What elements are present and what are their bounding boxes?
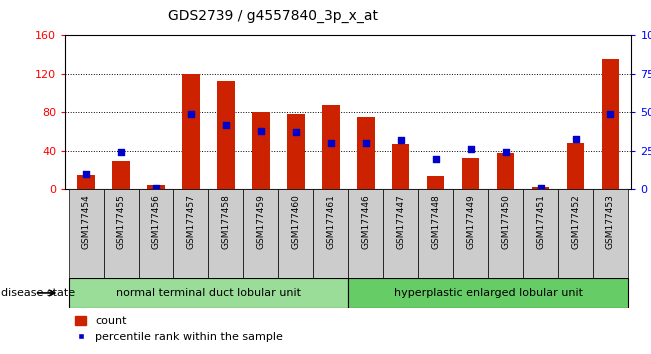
- Bar: [602, 59, 619, 189]
- Bar: [113, 160, 130, 189]
- Bar: [392, 144, 409, 189]
- Bar: [313, 189, 348, 278]
- Text: GSM177454: GSM177454: [81, 194, 90, 249]
- Point: [605, 111, 616, 117]
- Text: GSM177452: GSM177452: [571, 194, 580, 249]
- Text: GSM177457: GSM177457: [186, 194, 195, 249]
- Point: [396, 137, 406, 143]
- Bar: [427, 176, 445, 189]
- Text: GSM177460: GSM177460: [292, 194, 300, 249]
- Point: [116, 150, 126, 155]
- Bar: [322, 105, 340, 189]
- Point: [326, 140, 336, 146]
- Bar: [279, 189, 313, 278]
- Text: GDS2739 / g4557840_3p_x_at: GDS2739 / g4557840_3p_x_at: [169, 9, 378, 23]
- Point: [81, 171, 91, 177]
- Bar: [348, 278, 628, 308]
- Bar: [287, 114, 305, 189]
- Text: hyperplastic enlarged lobular unit: hyperplastic enlarged lobular unit: [394, 288, 583, 298]
- Bar: [418, 189, 453, 278]
- Point: [290, 130, 301, 135]
- Bar: [462, 158, 479, 189]
- Bar: [77, 175, 95, 189]
- Text: GSM177455: GSM177455: [117, 194, 126, 249]
- Bar: [104, 189, 139, 278]
- Bar: [558, 189, 593, 278]
- Text: GSM177461: GSM177461: [326, 194, 335, 249]
- Bar: [523, 189, 558, 278]
- Point: [430, 156, 441, 161]
- Text: GSM177446: GSM177446: [361, 194, 370, 249]
- Text: GSM177458: GSM177458: [221, 194, 230, 249]
- Bar: [497, 153, 514, 189]
- Bar: [173, 189, 208, 278]
- Point: [256, 128, 266, 134]
- Bar: [348, 189, 383, 278]
- Point: [535, 185, 546, 191]
- Bar: [208, 189, 243, 278]
- Text: GSM177450: GSM177450: [501, 194, 510, 249]
- Text: GSM177448: GSM177448: [431, 194, 440, 249]
- Text: GSM177459: GSM177459: [256, 194, 266, 249]
- Point: [570, 136, 581, 141]
- Bar: [567, 143, 585, 189]
- Text: GSM177453: GSM177453: [606, 194, 615, 249]
- Bar: [147, 184, 165, 189]
- Bar: [532, 188, 549, 189]
- Legend: count, percentile rank within the sample: count, percentile rank within the sample: [71, 312, 288, 347]
- Text: GSM177447: GSM177447: [396, 194, 405, 249]
- Text: normal terminal duct lobular unit: normal terminal duct lobular unit: [116, 288, 301, 298]
- Point: [221, 122, 231, 127]
- Bar: [139, 189, 173, 278]
- Text: GSM177449: GSM177449: [466, 194, 475, 249]
- Bar: [68, 189, 104, 278]
- Bar: [357, 117, 374, 189]
- Point: [186, 111, 196, 117]
- Point: [465, 147, 476, 152]
- Point: [151, 185, 161, 191]
- Text: disease state: disease state: [1, 288, 75, 298]
- Bar: [453, 189, 488, 278]
- Bar: [252, 113, 270, 189]
- Point: [361, 140, 371, 146]
- Text: GSM177451: GSM177451: [536, 194, 545, 249]
- Point: [501, 150, 511, 155]
- Text: GSM177456: GSM177456: [152, 194, 161, 249]
- Bar: [68, 278, 348, 308]
- Bar: [593, 189, 628, 278]
- Bar: [217, 81, 234, 189]
- Bar: [488, 189, 523, 278]
- Bar: [182, 74, 200, 189]
- Bar: [383, 189, 418, 278]
- Bar: [243, 189, 279, 278]
